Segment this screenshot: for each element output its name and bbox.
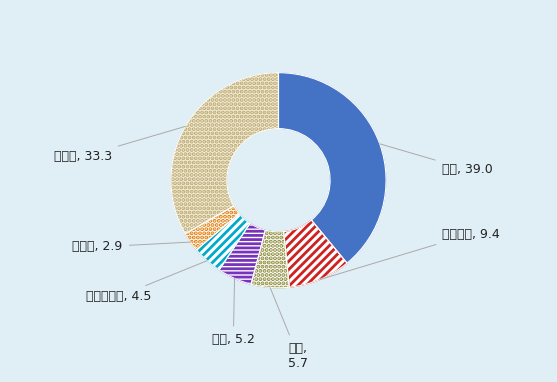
Text: 農業・畜産, 4.5: 農業・畜産, 4.5 [86, 261, 207, 303]
Wedge shape [171, 73, 278, 234]
Text: 水産,
5.7: 水産, 5.7 [270, 288, 308, 369]
Wedge shape [185, 206, 239, 250]
Wedge shape [197, 214, 250, 270]
Wedge shape [278, 73, 386, 263]
Wedge shape [284, 220, 347, 287]
Wedge shape [219, 223, 265, 284]
Text: 商業, 39.0: 商業, 39.0 [380, 144, 493, 176]
Wedge shape [251, 230, 289, 288]
Text: サービス, 9.4: サービス, 9.4 [320, 228, 500, 280]
Text: 製造業, 2.9: 製造業, 2.9 [72, 240, 190, 253]
Text: 建設, 5.2: 建設, 5.2 [212, 278, 255, 346]
Text: その他, 33.3: その他, 33.3 [53, 126, 185, 163]
